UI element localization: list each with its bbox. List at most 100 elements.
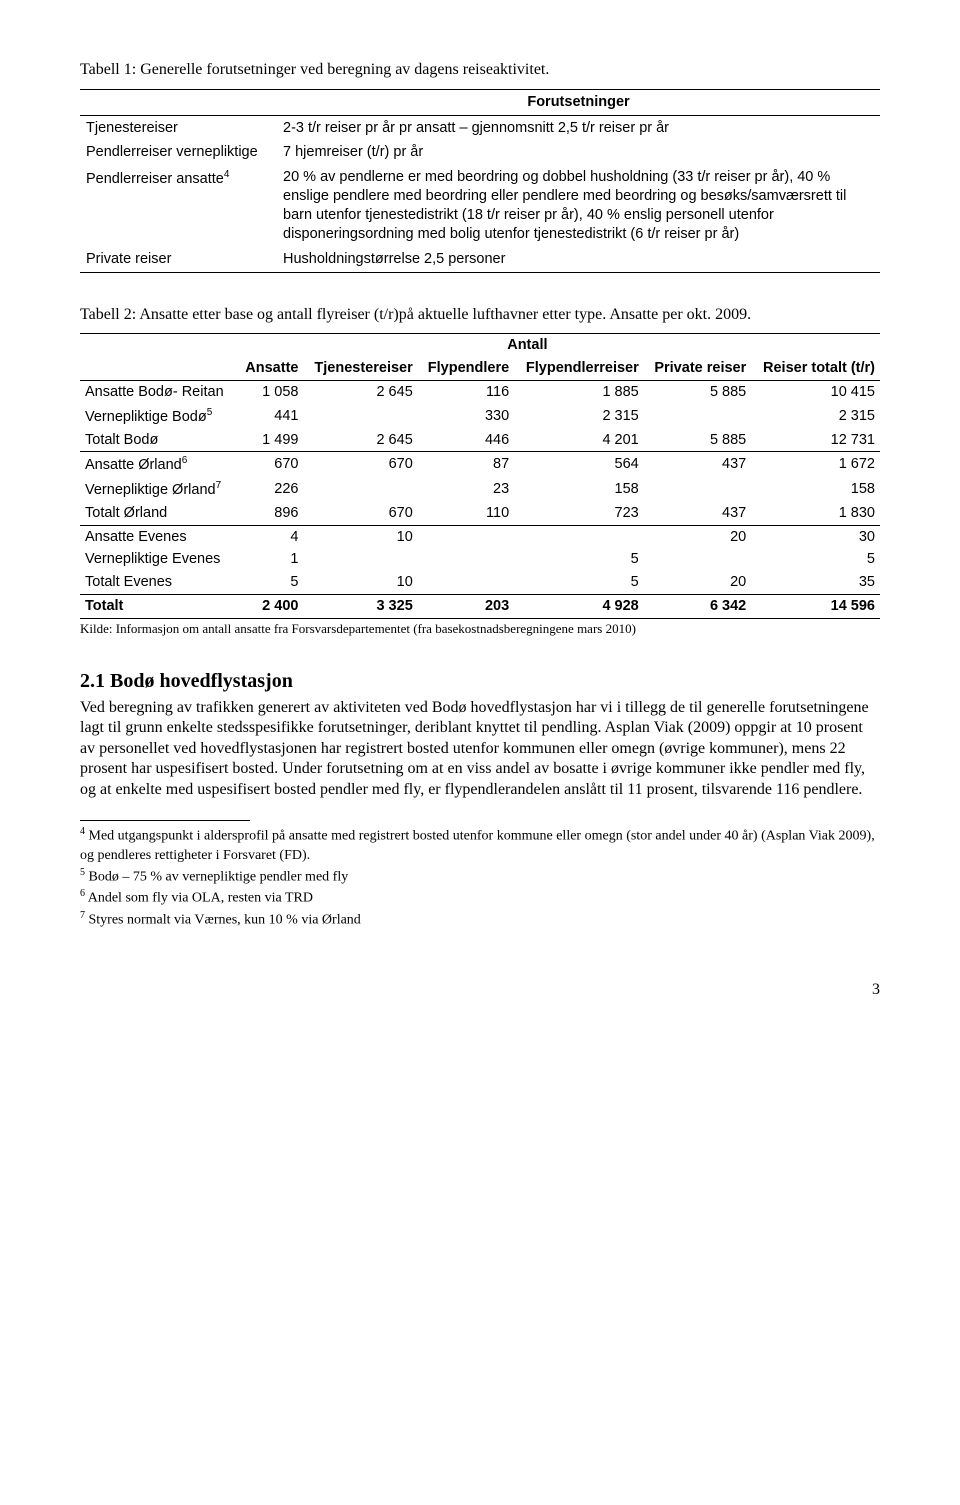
table2-row-label: Totalt Ørland	[80, 502, 237, 525]
table2-cell: 1 830	[751, 502, 880, 525]
page-number: 3	[80, 980, 880, 1001]
table2-cell: 670	[237, 452, 304, 477]
table1-row-label: Private reiser	[80, 247, 277, 272]
table2-cell: 1 499	[237, 429, 304, 452]
table2-cell	[418, 571, 514, 594]
table2-row-label: Totalt Bodø	[80, 429, 237, 452]
table2-cell: 1 672	[751, 452, 880, 477]
table2-cell: 723	[514, 502, 644, 525]
table2-column-header: Reiser totalt (t/r)	[751, 357, 880, 380]
table1-header: Forutsetninger	[277, 89, 880, 115]
table2-cell: 10 415	[751, 381, 880, 404]
table2-cell: 5	[514, 548, 644, 571]
footnote: 5 Bodø – 75 % av vernepliktige pendler m…	[80, 866, 880, 888]
table2-cell: 10	[303, 525, 417, 548]
table1-row-value: 2-3 t/r reiser pr år pr ansatt – gjennom…	[277, 115, 880, 140]
table2-row-label: Ansatte Ørland6	[80, 452, 237, 477]
table2-cell	[418, 548, 514, 571]
table2-cell: 30	[751, 525, 880, 548]
table2-cell: 1 058	[237, 381, 304, 404]
table2-cell: 437	[644, 452, 752, 477]
table2-total-cell: 6 342	[644, 595, 752, 619]
table2-cell: 1 885	[514, 381, 644, 404]
table1-row-value: 7 hjemreiser (t/r) pr år	[277, 140, 880, 165]
table2-column-header	[80, 357, 237, 380]
table2-cell: 20	[644, 525, 752, 548]
table2-cell: 5 885	[644, 381, 752, 404]
table2-cell: 158	[514, 477, 644, 502]
table2-total-cell: 203	[418, 595, 514, 619]
table1: Forutsetninger Tjenestereiser2-3 t/r rei…	[80, 89, 880, 273]
table2-column-header: Flypendlere	[418, 357, 514, 380]
table1-row-value: 20 % av pendlerne er med beordring og do…	[277, 165, 880, 246]
footnote-rule	[80, 820, 250, 821]
table2-cell: 437	[644, 502, 752, 525]
table2-cell: 2 645	[303, 429, 417, 452]
table2-cell: 446	[418, 429, 514, 452]
table2-cell: 2 315	[751, 404, 880, 429]
table2-cell: 5	[751, 548, 880, 571]
table2-cell: 4 201	[514, 429, 644, 452]
table2-cell: 670	[303, 452, 417, 477]
section-heading: 2.1 Bodø hovedflystasjon	[80, 668, 880, 694]
table2-cell: 330	[418, 404, 514, 429]
table2-total-cell: 2 400	[237, 595, 304, 619]
table2-cell: 896	[237, 502, 304, 525]
table2-cell	[418, 525, 514, 548]
table2-cell: 1	[237, 548, 304, 571]
table2-cell	[514, 525, 644, 548]
table2-cell	[303, 477, 417, 502]
table2-cell: 670	[303, 502, 417, 525]
table2-caption: Tabell 2: Ansatte etter base og antall f…	[80, 305, 880, 326]
table2-row-label: Vernepliktige Bodø5	[80, 404, 237, 429]
table2-total-label: Totalt	[80, 595, 237, 619]
table2-cell: 87	[418, 452, 514, 477]
footnote: 7 Styres normalt via Værnes, kun 10 % vi…	[80, 909, 880, 931]
table2-cell: 10	[303, 571, 417, 594]
table2-column-header: Ansatte	[237, 357, 304, 380]
table2-row-label: Ansatte Bodø- Reitan	[80, 381, 237, 404]
table1-caption: Tabell 1: Generelle forutsetninger ved b…	[80, 60, 880, 81]
table2-cell: 12 731	[751, 429, 880, 452]
table2-cell: 116	[418, 381, 514, 404]
table2-cell: 226	[237, 477, 304, 502]
table2-row-label: Totalt Evenes	[80, 571, 237, 594]
footnote: 4 Med utgangspunkt i aldersprofil på ans…	[80, 825, 880, 865]
table2-cell: 5	[514, 571, 644, 594]
footnotes: 4 Med utgangspunkt i aldersprofil på ans…	[80, 825, 880, 930]
table2-cell: 110	[418, 502, 514, 525]
table1-row-label: Tjenestereiser	[80, 115, 277, 140]
table2-cell	[303, 548, 417, 571]
table2-cell	[644, 548, 752, 571]
table2-total-cell: 4 928	[514, 595, 644, 619]
table2-column-header: Tjenestereiser	[303, 357, 417, 380]
table1-row-value: Husholdningstørrelse 2,5 personer	[277, 247, 880, 272]
table2-column-header: Flypendlerreiser	[514, 357, 644, 380]
table2-cell: 5	[237, 571, 304, 594]
table1-row-label: Pendlerreiser vernepliktige	[80, 140, 277, 165]
table2-total-cell: 14 596	[751, 595, 880, 619]
table2-cell: 5 885	[644, 429, 752, 452]
table2-cell: 2 315	[514, 404, 644, 429]
footnote: 6 Andel som fly via OLA, resten via TRD	[80, 887, 880, 909]
table2: Antall AnsatteTjenestereiserFlypendlereF…	[80, 333, 880, 619]
table2-cell: 23	[418, 477, 514, 502]
table2-cell: 2 645	[303, 381, 417, 404]
table1-row-label: Pendlerreiser ansatte4	[80, 165, 277, 246]
table2-total-cell: 3 325	[303, 595, 417, 619]
table2-cell: 441	[237, 404, 304, 429]
table2-source: Kilde: Informasjon om antall ansatte fra…	[80, 621, 880, 638]
section-paragraph: Ved beregning av trafikken generert av a…	[80, 698, 880, 800]
table2-cell: 35	[751, 571, 880, 594]
table2-row-label: Vernepliktige Ørland7	[80, 477, 237, 502]
table2-header-top: Antall	[303, 334, 751, 357]
table2-column-header: Private reiser	[644, 357, 752, 380]
table2-cell: 4	[237, 525, 304, 548]
table2-row-label: Vernepliktige Evenes	[80, 548, 237, 571]
table2-cell	[303, 404, 417, 429]
table2-cell	[644, 404, 752, 429]
table2-cell: 564	[514, 452, 644, 477]
table2-row-label: Ansatte Evenes	[80, 525, 237, 548]
table2-cell	[644, 477, 752, 502]
table2-cell: 20	[644, 571, 752, 594]
